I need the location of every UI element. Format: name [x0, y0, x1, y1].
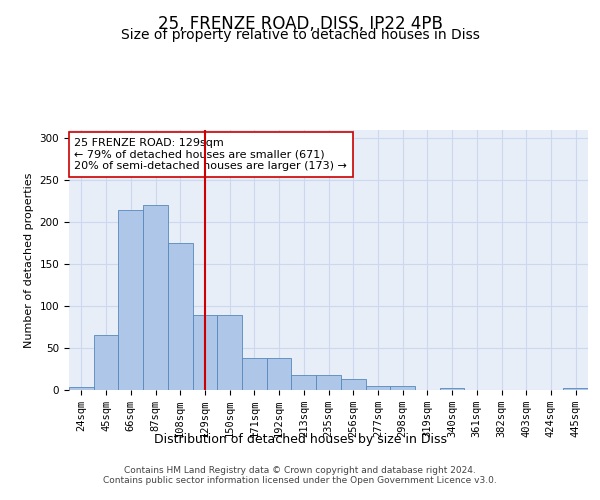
Bar [341, 379, 365, 390]
Text: 25, FRENZE ROAD, DISS, IP22 4PB: 25, FRENZE ROAD, DISS, IP22 4PB [158, 15, 442, 33]
Bar [440, 388, 464, 390]
Bar [193, 314, 217, 390]
Y-axis label: Number of detached properties: Number of detached properties [24, 172, 34, 348]
Bar [365, 386, 390, 390]
Text: 25 FRENZE ROAD: 129sqm
← 79% of detached houses are smaller (671)
20% of semi-de: 25 FRENZE ROAD: 129sqm ← 79% of detached… [74, 138, 347, 171]
Bar [267, 358, 292, 390]
Bar [217, 314, 242, 390]
Text: Size of property relative to detached houses in Diss: Size of property relative to detached ho… [121, 28, 479, 42]
Text: Distribution of detached houses by size in Diss: Distribution of detached houses by size … [154, 432, 446, 446]
Bar [143, 206, 168, 390]
Bar [316, 375, 341, 390]
Bar [69, 386, 94, 390]
Text: Contains HM Land Registry data © Crown copyright and database right 2024.
Contai: Contains HM Land Registry data © Crown c… [103, 466, 497, 485]
Bar [563, 388, 588, 390]
Bar [242, 358, 267, 390]
Bar [292, 375, 316, 390]
Bar [94, 336, 118, 390]
Bar [168, 243, 193, 390]
Bar [118, 210, 143, 390]
Bar [390, 386, 415, 390]
